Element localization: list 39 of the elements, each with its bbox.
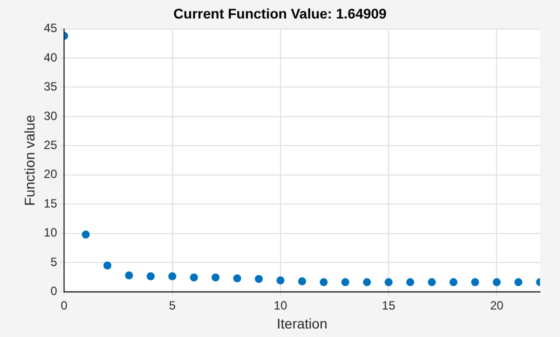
x-tick-label: 15 [382,298,396,312]
point [190,273,198,282]
point [320,278,328,286]
point [233,274,242,282]
x-axis-title: Iteration [276,315,328,332]
point [492,278,501,286]
point [212,273,220,282]
point [449,278,458,286]
y-tick-label: 45 [44,21,58,36]
point [341,278,350,286]
point [276,276,284,284]
point [362,278,371,286]
y-tick-label: 10 [44,226,58,240]
x-tick-label: 0 [60,298,68,312]
x-tick-label: 5 [168,298,176,312]
y-tick-label: 30 [44,108,58,123]
x-tick-label: 10 [274,298,288,312]
y-tick-label: 40 [44,50,58,64]
point [254,274,263,283]
y-tick-label: 35 [44,80,58,94]
point [168,272,176,280]
y-axis-title: Function value [21,114,38,206]
point [298,277,306,286]
point [514,278,522,286]
point [471,278,480,286]
point [384,278,393,286]
y-tick-label: 5 [50,254,58,269]
point [103,262,112,270]
y-tick-label: 20 [44,167,58,182]
point [82,230,90,239]
point [146,272,155,280]
point [125,271,134,280]
chart-title: Current Function Value: 1.64909 [173,5,387,22]
point [428,278,436,286]
y-tick-label: 15 [44,196,58,210]
x-tick-label: 20 [490,298,504,312]
point [406,278,414,286]
y-tick-label: 0 [50,284,58,298]
y-tick-label: 25 [44,138,58,152]
